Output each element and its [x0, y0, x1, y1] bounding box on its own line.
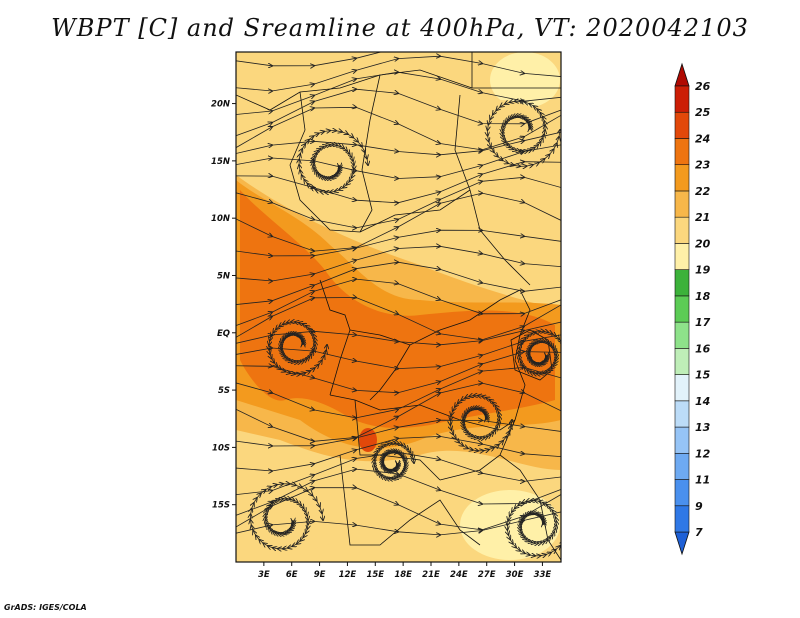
colorbar-label: 7: [695, 526, 703, 539]
y-tick-label: 15S: [212, 501, 230, 511]
colorbar-swatch: [674, 138, 690, 166]
x-tick-label: 33E: [534, 570, 552, 580]
chart-title: WBPT [C] and Sreamline at 400hPa, VT: 20…: [51, 14, 749, 42]
colorbar-label: 26: [695, 80, 711, 93]
colorbar-label: 19: [695, 264, 711, 277]
colorbar-label: 16: [695, 342, 711, 355]
x-tick-label: 3E: [258, 570, 270, 580]
colorbar-label: 11: [695, 474, 710, 487]
streamline: [251, 484, 284, 521]
x-tick-label: 27E: [478, 570, 496, 580]
y-tick-label: 5N: [217, 271, 230, 281]
x-tick-label: 9E: [314, 570, 326, 580]
colorbar-swatch: [674, 400, 690, 428]
colorbar-label: 21: [695, 211, 710, 224]
colorbar-label: 20: [695, 237, 711, 250]
footer-credit: GrADS: IGES/COLA: [4, 603, 87, 612]
y-tick-label: 10S: [212, 443, 230, 453]
streamline: [329, 131, 368, 165]
streamline: [520, 101, 545, 130]
x-tick-label: 21E: [422, 570, 440, 580]
y-tick-label: 20N: [211, 100, 230, 110]
streamline: [330, 165, 354, 192]
colorbar-swatch: [674, 243, 690, 270]
streamline: [299, 131, 330, 166]
streamline: [478, 396, 499, 420]
streamline: [507, 525, 535, 556]
x-tick-label: 6E: [286, 570, 298, 580]
streamline: [535, 501, 556, 525]
streamline: [392, 443, 414, 463]
colorbar-swatch: [674, 216, 690, 244]
colorbar-arrow-high: [674, 62, 690, 87]
colorbar-label: 13: [695, 421, 711, 434]
y-tick-label: EQ: [217, 329, 230, 339]
streamline: [488, 101, 520, 130]
colorbar-swatch: [674, 348, 690, 375]
y-tick-label: 5S: [218, 386, 230, 396]
colorbar-label: 12: [695, 447, 711, 460]
colorbar-label: 22: [695, 185, 711, 198]
colorbar-label: 25: [695, 106, 711, 119]
streamline: [294, 345, 327, 374]
x-axis: 3E 6E 9E 12E 15E 18E 21E 24E 27E 30E 33E: [258, 562, 551, 580]
colorbar-label: 14: [695, 395, 710, 408]
streamline: [269, 344, 295, 374]
colorbar-label: 23: [695, 159, 711, 172]
colorbar-arrow-low: [674, 531, 690, 556]
colorbar-swatch: [674, 452, 690, 480]
x-tick-label: 18E: [394, 570, 412, 580]
colorbar-swatch: [674, 426, 690, 454]
x-tick-label: 30E: [506, 570, 524, 580]
map-frame: [235, 51, 562, 563]
colorbar-label: 24: [695, 132, 710, 145]
streamline: [450, 420, 478, 451]
x-tick-label: 24E: [450, 570, 468, 580]
colorbar-swatch: [674, 190, 690, 218]
colorbar-swatch: [674, 164, 690, 192]
streamline: [507, 501, 535, 525]
x-tick-label: 12E: [339, 570, 357, 580]
streamline: [283, 520, 308, 549]
colorbar-label: 9: [695, 500, 703, 513]
colorbar-swatch: [674, 85, 690, 113]
streamline: [269, 322, 295, 345]
colorbar-label: 17: [695, 316, 711, 329]
streamline: [540, 355, 556, 374]
streamline: [374, 463, 392, 479]
streamlines: [236, 52, 561, 556]
colorbar-swatch: [674, 321, 690, 349]
streamline: [295, 322, 315, 345]
streamline: [299, 165, 330, 192]
colorbar-swatch: [674, 479, 690, 507]
colorbar-swatch: [674, 111, 690, 139]
streamline: [450, 396, 478, 420]
colorbar-label: 15: [695, 369, 711, 382]
colorbar: 7 9 11 12 13 14 15 16 17 18 19 20 21 22 23 24 25 26: [674, 62, 711, 556]
colorbar-swatch: [674, 505, 690, 533]
streamline: [477, 420, 512, 451]
y-tick-label: 10N: [211, 214, 230, 224]
streamline: [534, 525, 561, 556]
y-axis: 20N 15N 10N 5N EQ 5S 10S 15S: [211, 100, 236, 511]
colorbar-label: 18: [695, 290, 711, 303]
streamline: [251, 520, 284, 549]
y-tick-label: 15N: [211, 157, 230, 167]
streamline: [282, 484, 323, 520]
streamline: [519, 331, 540, 355]
streamline: [392, 463, 406, 479]
colorbar-swatch: [674, 374, 690, 402]
streamline: [540, 331, 561, 355]
x-tick-label: 15E: [366, 570, 384, 580]
colorbar-swatch: [674, 269, 690, 297]
streamline: [519, 355, 540, 374]
colorbar-swatch: [674, 295, 690, 323]
streamline: [374, 443, 392, 463]
streamline: [488, 129, 521, 166]
streamline: [519, 130, 560, 166]
